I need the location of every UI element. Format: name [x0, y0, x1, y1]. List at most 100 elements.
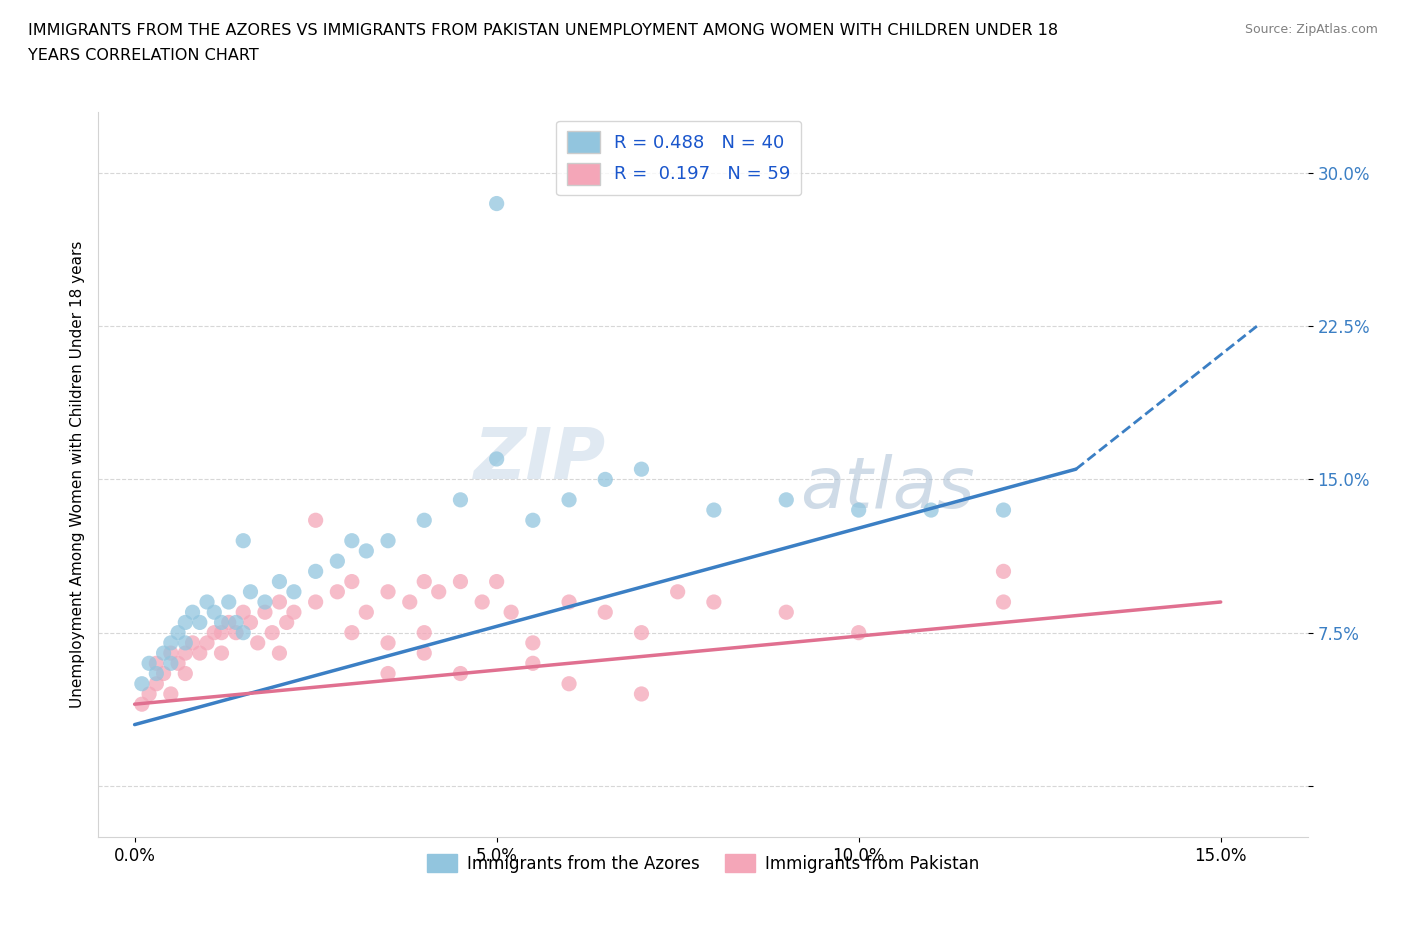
Point	[239, 615, 262, 630]
Point	[993, 564, 1015, 578]
Point	[522, 656, 544, 671]
Point	[413, 512, 436, 527]
Point	[304, 564, 326, 578]
Point	[202, 625, 225, 640]
Point	[159, 686, 181, 701]
Point	[188, 645, 211, 660]
Point	[131, 697, 153, 711]
Point	[232, 604, 254, 619]
Point	[993, 594, 1015, 609]
Point	[159, 635, 181, 650]
Point	[356, 604, 378, 619]
Point	[269, 645, 291, 660]
Point	[848, 625, 870, 640]
Point	[377, 666, 399, 681]
Point	[145, 666, 167, 681]
Point	[159, 656, 181, 671]
Point	[522, 512, 544, 527]
Text: atlas: atlas	[800, 455, 974, 524]
Point	[225, 615, 247, 630]
Text: YEARS CORRELATION CHART: YEARS CORRELATION CHART	[28, 48, 259, 63]
Point	[356, 543, 378, 558]
Point	[202, 604, 225, 619]
Point	[775, 492, 797, 507]
Point	[449, 492, 471, 507]
Point	[211, 615, 233, 630]
Point	[269, 594, 291, 609]
Point	[558, 492, 581, 507]
Point	[703, 502, 725, 517]
Point	[485, 574, 508, 589]
Point	[253, 594, 276, 609]
Text: ZIP: ZIP	[474, 425, 606, 494]
Point	[558, 594, 581, 609]
Point	[174, 635, 197, 650]
Point	[152, 645, 174, 660]
Point	[471, 594, 494, 609]
Point	[304, 512, 326, 527]
Point	[246, 635, 269, 650]
Point	[174, 645, 197, 660]
Point	[558, 676, 581, 691]
Point	[211, 645, 233, 660]
Point	[340, 625, 363, 640]
Point	[167, 656, 190, 671]
Point	[262, 625, 284, 640]
Point	[340, 574, 363, 589]
Point	[398, 594, 420, 609]
Point	[340, 533, 363, 548]
Point	[630, 462, 652, 477]
Text: IMMIGRANTS FROM THE AZORES VS IMMIGRANTS FROM PAKISTAN UNEMPLOYMENT AMONG WOMEN : IMMIGRANTS FROM THE AZORES VS IMMIGRANTS…	[28, 23, 1059, 38]
Point	[138, 686, 160, 701]
Point	[449, 574, 471, 589]
Point	[145, 676, 167, 691]
Point	[703, 594, 725, 609]
Point	[413, 625, 436, 640]
Y-axis label: Unemployment Among Women with Children Under 18 years: Unemployment Among Women with Children U…	[69, 241, 84, 708]
Point	[253, 604, 276, 619]
Point	[593, 604, 616, 619]
Point	[449, 666, 471, 681]
Point	[131, 676, 153, 691]
Point	[326, 553, 349, 568]
Point	[283, 584, 305, 599]
Point	[283, 604, 305, 619]
Point	[666, 584, 689, 599]
Point	[152, 666, 174, 681]
Point	[304, 594, 326, 609]
Point	[239, 584, 262, 599]
Point	[276, 615, 298, 630]
Text: Source: ZipAtlas.com: Source: ZipAtlas.com	[1244, 23, 1378, 36]
Point	[377, 533, 399, 548]
Point	[232, 625, 254, 640]
Point	[218, 594, 240, 609]
Point	[225, 625, 247, 640]
Point	[377, 635, 399, 650]
Point	[211, 625, 233, 640]
Point	[485, 452, 508, 467]
Point	[195, 594, 218, 609]
Point	[195, 635, 218, 650]
Point	[159, 645, 181, 660]
Point	[630, 625, 652, 640]
Point	[427, 584, 450, 599]
Point	[145, 656, 167, 671]
Point	[167, 625, 190, 640]
Point	[181, 635, 204, 650]
Point	[188, 615, 211, 630]
Point	[413, 574, 436, 589]
Point	[218, 615, 240, 630]
Point	[522, 635, 544, 650]
Point	[485, 196, 508, 211]
Point	[593, 472, 616, 486]
Point	[993, 502, 1015, 517]
Point	[174, 666, 197, 681]
Point	[326, 584, 349, 599]
Point	[269, 574, 291, 589]
Point	[775, 604, 797, 619]
Point	[174, 615, 197, 630]
Point	[232, 533, 254, 548]
Legend: Immigrants from the Azores, Immigrants from Pakistan: Immigrants from the Azores, Immigrants f…	[420, 847, 986, 880]
Point	[413, 645, 436, 660]
Point	[848, 502, 870, 517]
